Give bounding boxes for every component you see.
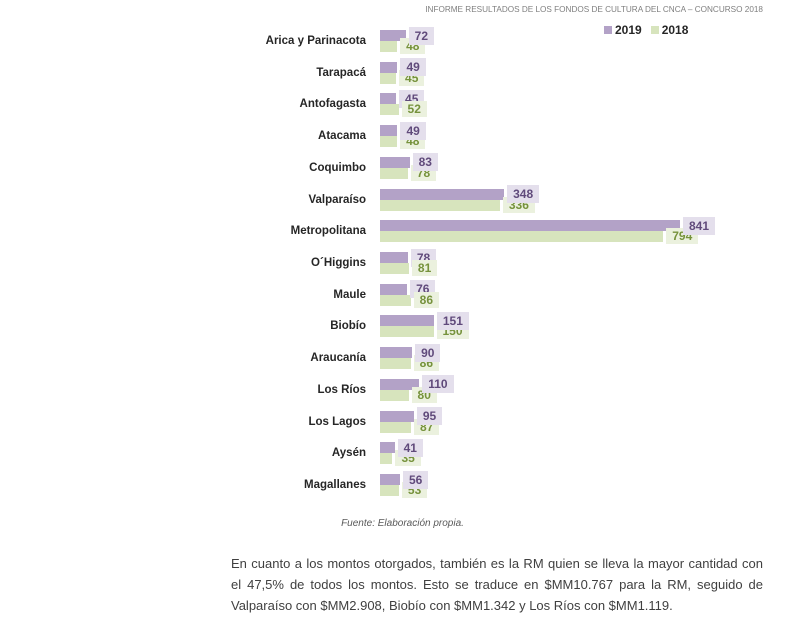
bar-series-2019 [380, 442, 395, 454]
value-label-series-2019: 151 [436, 311, 469, 330]
bar-series-2018 [380, 485, 399, 497]
value-label-series-2018: 52 [401, 101, 427, 118]
bar-series-2019 [380, 30, 406, 41]
category-label: Magallanes [304, 479, 366, 492]
body-paragraph: En cuanto a los montos otorgados, tambié… [231, 553, 763, 616]
bar-series-2018 [380, 231, 664, 243]
bar-series-2018 [380, 453, 393, 465]
category-label: Biobío [330, 320, 366, 333]
legend-swatch-2019 [604, 26, 612, 34]
value-label-series-2019: 41 [397, 438, 423, 457]
regional-bar-chart: Arica y Parinacota 72 48 Tarapacá 49 45 Antofa… [265, 26, 716, 499]
bar-series-2018 [380, 167, 408, 179]
bar-series-2019 [380, 125, 398, 137]
category-label: Maule [333, 288, 366, 301]
bar-series-2018 [380, 263, 409, 275]
value-label-series-2019: 90 [415, 343, 441, 362]
category-label: Metropolitana [290, 225, 366, 238]
value-label-series-2019: 348 [507, 185, 540, 204]
bar-series-2019 [380, 283, 408, 295]
category-label: O´Higgins [311, 257, 366, 270]
value-label-series-2019: 72 [408, 26, 435, 45]
category-label: Los Ríos [317, 383, 366, 396]
legend-label-2019: 2019 [615, 23, 642, 37]
value-label-series-2019: 110 [422, 375, 454, 394]
category-label: Atacama [318, 130, 366, 143]
category-label: Valparaíso [308, 193, 366, 206]
paragraph-line: Valparaíso con $MM2.908, Biobío con $MM1… [231, 598, 673, 613]
bar-series-2019 [380, 220, 680, 232]
bar-series-2019 [380, 252, 408, 264]
category-label: Araucanía [310, 352, 366, 365]
bar-series-2018 [380, 389, 409, 401]
value-label-series-2019: 841 [682, 216, 716, 235]
category-label: Los Lagos [308, 415, 366, 428]
category-label: Coquimbo [309, 161, 366, 174]
value-label-series-2019: 49 [400, 58, 426, 77]
bar-series-2018 [380, 136, 398, 148]
value-label-series-2019: 95 [416, 407, 443, 426]
bar-series-2018 [380, 41, 398, 52]
category-label: Arica y Parinacota [265, 35, 366, 47]
category-label: Antofagasta [299, 98, 366, 111]
figure-source-caption: Fuente: Elaboración propia. [341, 518, 464, 529]
value-label-series-2019: 83 [412, 153, 438, 172]
bar-series-2018 [380, 72, 397, 84]
bar-series-2019 [380, 93, 397, 105]
bar-series-2019 [380, 61, 398, 73]
bar-series-2019 [380, 347, 413, 359]
bar-series-2018 [380, 421, 412, 433]
category-label: Tarapacá [316, 66, 366, 79]
bar-series-2018 [380, 358, 411, 370]
category-label: Aysén [331, 447, 366, 460]
bar-series-2019 [380, 474, 400, 486]
paragraph-line: En cuanto a los montos otorgados, tambié… [231, 556, 763, 571]
running-header: INFORME RESULTADOS DE LOS FONDOS DE CULT… [425, 5, 763, 14]
bar-series-2019 [380, 410, 414, 422]
paragraph-line: el 47,5% de todos los montos. Esto se tr… [231, 577, 763, 592]
value-label-series-2019: 56 [402, 470, 429, 489]
legend-swatch-2018 [650, 26, 659, 34]
bar-series-2018 [380, 199, 500, 211]
value-label-series-2019: 49 [400, 121, 426, 140]
bar-series-2018 [380, 294, 411, 306]
bar-series-2019 [380, 188, 505, 200]
value-label-series-2018: 81 [411, 260, 438, 277]
value-label-series-2018: 86 [413, 291, 440, 308]
bar-series-2018 [380, 104, 399, 116]
bar-series-2019 [380, 156, 410, 168]
legend-label-2018: 2018 [661, 23, 689, 37]
chart-legend: 2019 2018 [604, 23, 697, 37]
bar-series-2019 [380, 378, 420, 390]
bar-series-2018 [380, 326, 434, 338]
bar-series-2019 [380, 315, 434, 327]
